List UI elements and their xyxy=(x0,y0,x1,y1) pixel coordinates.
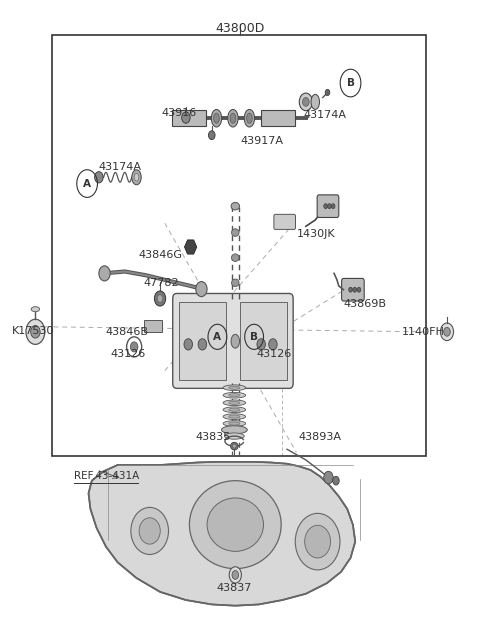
Circle shape xyxy=(440,323,454,340)
Ellipse shape xyxy=(305,525,331,558)
Ellipse shape xyxy=(223,407,246,413)
Circle shape xyxy=(229,567,241,583)
Ellipse shape xyxy=(134,174,139,181)
Circle shape xyxy=(232,570,239,579)
Ellipse shape xyxy=(230,442,238,450)
Circle shape xyxy=(208,131,215,140)
Ellipse shape xyxy=(228,386,240,389)
Bar xyxy=(172,110,205,126)
Ellipse shape xyxy=(231,229,239,237)
Ellipse shape xyxy=(223,392,246,398)
Text: 43126: 43126 xyxy=(110,349,146,359)
Circle shape xyxy=(299,93,312,111)
Ellipse shape xyxy=(211,110,222,127)
FancyBboxPatch shape xyxy=(173,294,293,388)
Ellipse shape xyxy=(207,498,264,551)
Ellipse shape xyxy=(230,113,236,123)
Ellipse shape xyxy=(232,444,236,448)
FancyBboxPatch shape xyxy=(317,195,339,217)
Ellipse shape xyxy=(295,513,340,570)
Text: B: B xyxy=(347,78,355,88)
Circle shape xyxy=(181,112,190,123)
Text: REF.43-431A: REF.43-431A xyxy=(74,471,140,481)
Ellipse shape xyxy=(231,335,240,348)
Ellipse shape xyxy=(247,113,252,123)
Circle shape xyxy=(325,89,330,96)
Bar xyxy=(240,302,287,380)
Bar xyxy=(52,35,426,456)
Circle shape xyxy=(269,338,277,350)
Circle shape xyxy=(348,287,352,292)
Ellipse shape xyxy=(223,420,246,426)
Circle shape xyxy=(31,326,40,338)
Circle shape xyxy=(353,287,357,292)
Text: 43916: 43916 xyxy=(161,108,196,118)
Text: 43174A: 43174A xyxy=(99,162,142,172)
Text: 43126: 43126 xyxy=(256,349,292,359)
Ellipse shape xyxy=(244,110,254,127)
Ellipse shape xyxy=(231,279,239,287)
Circle shape xyxy=(157,295,163,303)
Circle shape xyxy=(26,319,45,344)
Text: 43837: 43837 xyxy=(216,583,252,593)
Circle shape xyxy=(95,172,103,183)
Text: 43800D: 43800D xyxy=(216,22,264,35)
Circle shape xyxy=(184,338,192,350)
Text: 43846G: 43846G xyxy=(139,250,183,260)
Circle shape xyxy=(357,287,361,292)
Circle shape xyxy=(327,204,331,209)
Ellipse shape xyxy=(231,203,240,210)
Text: 43846B: 43846B xyxy=(106,327,149,337)
Ellipse shape xyxy=(223,400,246,406)
Circle shape xyxy=(331,204,335,209)
Circle shape xyxy=(324,204,327,209)
Text: 43174A: 43174A xyxy=(303,110,347,120)
Bar xyxy=(261,110,295,126)
Circle shape xyxy=(324,471,333,484)
Circle shape xyxy=(196,281,207,297)
Ellipse shape xyxy=(228,408,240,412)
Ellipse shape xyxy=(231,254,239,262)
Circle shape xyxy=(155,291,166,306)
Text: 43835: 43835 xyxy=(195,432,230,442)
FancyBboxPatch shape xyxy=(274,214,296,229)
Ellipse shape xyxy=(221,426,247,434)
Text: A: A xyxy=(83,179,91,188)
Ellipse shape xyxy=(132,170,141,185)
Ellipse shape xyxy=(139,518,160,544)
Circle shape xyxy=(99,266,110,281)
Text: 1430JK: 1430JK xyxy=(297,229,335,240)
Circle shape xyxy=(444,328,450,336)
Text: 43893A: 43893A xyxy=(299,432,342,442)
Text: 47782: 47782 xyxy=(144,278,179,288)
Circle shape xyxy=(333,476,339,485)
Text: 43869B: 43869B xyxy=(344,299,386,308)
Circle shape xyxy=(257,338,265,350)
Ellipse shape xyxy=(228,110,238,127)
Ellipse shape xyxy=(225,433,244,439)
Text: 1140FH: 1140FH xyxy=(402,327,445,337)
Ellipse shape xyxy=(223,385,246,390)
Ellipse shape xyxy=(228,394,240,397)
Ellipse shape xyxy=(190,481,281,569)
Text: B: B xyxy=(250,332,258,342)
Circle shape xyxy=(302,97,309,106)
Ellipse shape xyxy=(311,94,320,110)
Circle shape xyxy=(198,338,206,350)
Ellipse shape xyxy=(131,508,168,554)
Text: 43917A: 43917A xyxy=(240,137,283,146)
Ellipse shape xyxy=(214,113,219,123)
Ellipse shape xyxy=(31,306,40,312)
Ellipse shape xyxy=(228,422,240,425)
Ellipse shape xyxy=(228,401,240,404)
Circle shape xyxy=(131,342,138,352)
Ellipse shape xyxy=(223,414,246,419)
FancyBboxPatch shape xyxy=(342,278,364,301)
Bar xyxy=(144,320,162,332)
Bar xyxy=(179,302,226,380)
Polygon shape xyxy=(88,462,355,606)
Text: K17530: K17530 xyxy=(12,326,54,335)
Text: A: A xyxy=(214,332,221,342)
Ellipse shape xyxy=(228,415,240,418)
